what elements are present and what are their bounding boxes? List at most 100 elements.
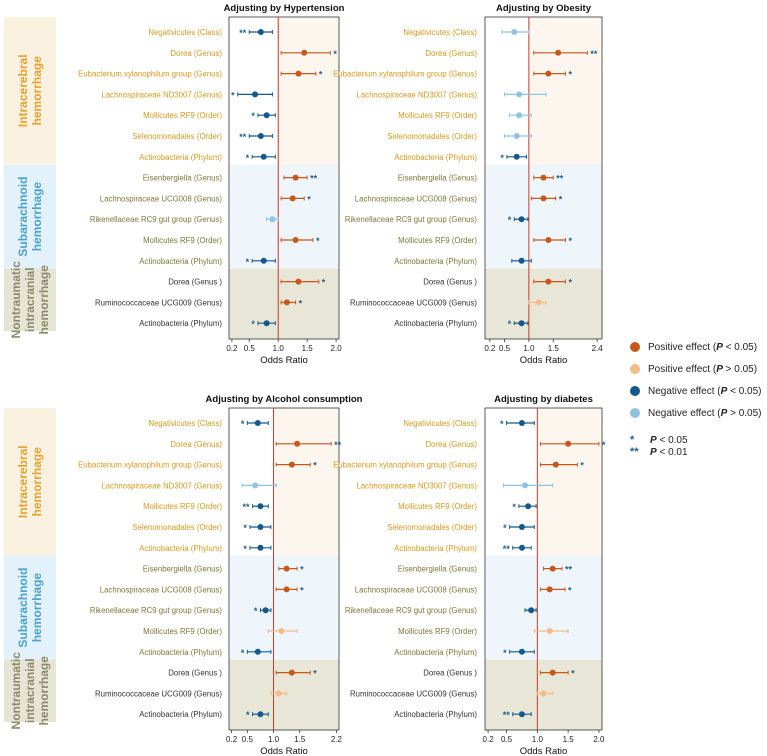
row-label: Actinobacteria (Phylum): [139, 257, 222, 266]
significance-star-icon: *: [630, 434, 635, 446]
significance-marker: *: [322, 278, 326, 288]
row-label: Mollicutes RF9 (Order): [143, 627, 222, 636]
point-estimate: [269, 216, 276, 223]
panel-bg-ich-positive: [278, 17, 339, 165]
point-estimate: [257, 524, 264, 530]
point-estimate: [518, 524, 525, 530]
legend: Positive effect (P < 0.05) Positive effe…: [630, 340, 767, 458]
axis-tick-label: 0.2: [484, 344, 496, 353]
axis-tick-label: 1.5: [548, 344, 560, 353]
panel-frame: [228, 407, 340, 731]
chart-title: Adjusting by Obesity: [496, 3, 592, 14]
point-estimate: [260, 153, 267, 160]
significance-marker: *: [512, 502, 516, 512]
panel-bg-ich-positive: [273, 408, 339, 556]
row-label: Lachnospiraceae UCG008 (Genus): [100, 585, 223, 594]
point-estimate: [257, 29, 264, 35]
point-estimate: [549, 669, 556, 676]
row-label: Mollicutes RF9 (Order): [398, 502, 477, 511]
row-label: Negativicutes (Class): [148, 28, 222, 37]
point-estimate: [516, 91, 523, 98]
group-band-label-line: Intracerebral: [16, 445, 30, 518]
significance-marker: *: [503, 523, 507, 533]
significance-marker: *: [503, 648, 507, 658]
row-label: Eubacterium xylanophilum group (Genus): [78, 461, 222, 470]
point-estimate: [565, 440, 572, 447]
axis-tick-label: 1.0: [268, 735, 280, 744]
legend-sig-single: * P < 0.05: [630, 434, 767, 446]
axis-tick-label: 1.5: [302, 344, 314, 353]
legend-item-negative-ns: Negative effect (P > 0.05): [630, 406, 767, 420]
significance-marker: *: [231, 90, 235, 100]
row-label: Lachnospiraceae UCG008 (Genus): [355, 585, 478, 594]
row-label: Selenomonadales (Order): [132, 132, 222, 141]
group-band-label-line: intracranial: [23, 267, 37, 332]
axis-tick-label: 2.2: [331, 735, 343, 744]
row-label: Ruminococcaceae UCG009 (Genus): [95, 298, 222, 307]
row-label: Selenomonadales (Order): [387, 523, 477, 532]
chart-title: Adjusting by Hypertension: [224, 3, 345, 14]
point-estimate: [552, 461, 559, 468]
row-label: Negativicutes (Class): [403, 419, 477, 428]
point-estimate: [518, 216, 525, 223]
row-label: Ruminococcaceae UCG009 (Genus): [350, 298, 477, 307]
group-band-label-line: hemorrhage: [30, 182, 44, 252]
axis-tick-label: 1.0: [532, 735, 544, 744]
row-label: Rikenellaceae RC9 gut group (Genus): [90, 215, 223, 224]
significance-marker: *: [300, 565, 304, 575]
row-label: Dorea (Genus): [425, 440, 477, 449]
legend-item-negative-sig: Negative effect (P < 0.05): [630, 384, 767, 398]
row-label: Eisenbergiella (Genus): [143, 565, 223, 574]
point-estimate: [275, 690, 282, 697]
significance-marker: *: [251, 319, 255, 329]
point-estimate: [546, 586, 553, 593]
chart-title: Adjusting by diabetes: [494, 394, 593, 405]
legend-label: Positive effect (P > 0.05): [648, 363, 758, 375]
group-band-label-line: Subarachnoid: [16, 177, 30, 257]
row-label: Eubacterium xylanophilum group (Genus): [333, 70, 477, 79]
significance-marker: **: [503, 710, 511, 720]
row-label: Negativicutes (Class): [403, 28, 477, 37]
significance-marker: *: [571, 669, 575, 679]
axis-tick-label: 0.5: [499, 344, 511, 353]
significance-marker: **: [556, 174, 564, 184]
significance-marker: *: [580, 461, 584, 471]
group-band-label-line: hemorrhage: [30, 56, 44, 126]
group-band-label-ntr: Nontraumaticintracranialhemorrhage: [9, 261, 51, 339]
group-band-sah: [4, 164, 56, 269]
row-label: Actinobacteria (Phylum): [394, 153, 477, 162]
row-label: Rikenellaceae RC9 gut group (Genus): [345, 215, 478, 224]
row-label: Eubacterium xylanophilum group (Genus): [333, 461, 477, 470]
point-estimate: [292, 174, 299, 181]
significance-marker: *: [508, 215, 512, 225]
row-label: Rikenellaceae RC9 gut group (Genus): [90, 606, 223, 615]
axis-tick-label: 0.5: [501, 735, 513, 744]
point-estimate: [540, 174, 547, 181]
significance-marker: **: [565, 565, 573, 575]
row-label: Actinobacteria (Phylum): [139, 319, 222, 328]
point-estimate: [518, 711, 525, 718]
point-estimate: [518, 544, 525, 551]
point-estimate: [545, 70, 552, 77]
significance-marker: **: [239, 28, 247, 38]
significance-marker: *: [500, 153, 504, 163]
significance-marker: *: [246, 153, 250, 163]
point-estimate: [292, 237, 299, 243]
legend-label: Negative effect (P < 0.05): [648, 385, 762, 397]
row-label: Ruminococcaceae UCG009 (Genus): [95, 689, 222, 698]
significance-marker: *: [243, 523, 247, 533]
axis-tick-label: 0.5: [244, 344, 256, 353]
group-band-label-line: hemorrhage: [37, 265, 51, 335]
significance-marker: *: [313, 669, 317, 679]
row-label: Mollicutes RF9 (Order): [398, 627, 477, 636]
significance-marker: *: [307, 194, 311, 204]
panel-frame: [484, 16, 603, 340]
row-label: Selenomonadales (Order): [132, 523, 222, 532]
row-label: Mollicutes RF9 (Order): [398, 111, 477, 120]
significance-marker: **: [503, 544, 511, 554]
point-estimate: [518, 420, 525, 426]
row-label: Lachnospiraceae ND3007 (Genus): [357, 90, 478, 99]
panel-bg-sah: [229, 164, 339, 269]
significance-marker: *: [316, 236, 320, 246]
significance-marker: *: [254, 606, 258, 616]
